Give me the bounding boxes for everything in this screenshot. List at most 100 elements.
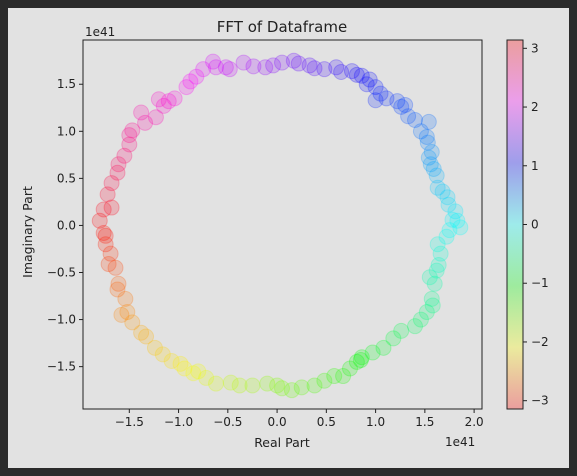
scatter-point	[306, 377, 323, 394]
scatter-point	[418, 304, 435, 321]
y-tick-label: −0.5	[47, 266, 76, 280]
scatter-point	[358, 76, 375, 93]
scatter-point	[439, 189, 456, 206]
scatter-point	[283, 382, 300, 399]
scatter-point	[420, 149, 437, 166]
y-axis-label: Imaginary Part	[20, 186, 35, 278]
x-axis-label: Real Part	[254, 435, 310, 450]
scatter-point	[99, 186, 116, 203]
scatter-point	[290, 55, 307, 72]
scatter-point	[407, 318, 424, 335]
scatter-point	[269, 377, 286, 394]
figure: FFT of Dataframe 1e41 1e41 Real Part Ima…	[8, 8, 569, 468]
scatter-point	[244, 377, 261, 394]
scatter-point	[205, 53, 222, 70]
colorbar-tick-label: −3	[531, 394, 549, 408]
scatter-point	[160, 93, 177, 110]
x-tick-label: −1.0	[164, 415, 193, 429]
scatter-point	[428, 262, 445, 279]
scatter-point	[119, 304, 136, 321]
scatter-point	[172, 355, 189, 372]
scatter-point	[124, 122, 141, 139]
scatter-point	[353, 349, 370, 366]
x-tick-label: 1.5	[415, 415, 434, 429]
scatter-point	[328, 59, 345, 76]
scatter-point	[438, 228, 455, 245]
scatter-point	[444, 211, 461, 228]
x-axis-ticks: −1.5 −1.0 −0.5 0.0 0.5 1.0 1.5 2.0	[115, 409, 484, 429]
scatter-point	[222, 374, 239, 391]
scatter-point	[133, 324, 150, 341]
y-tick-label: −1.5	[47, 360, 76, 374]
scatter-point	[440, 196, 457, 213]
scatter-point	[426, 275, 443, 292]
scatter-point	[361, 71, 378, 88]
scatter-point	[274, 380, 291, 397]
scatter-point	[385, 330, 402, 347]
x-tick-label: 0.0	[268, 415, 287, 429]
scatter-point	[393, 322, 410, 339]
scatter-point	[341, 360, 358, 377]
scatter-point	[166, 90, 183, 107]
scatter-point	[208, 375, 224, 392]
scatter-point	[95, 201, 112, 218]
scatter-point	[412, 123, 429, 140]
scatter-point	[257, 59, 274, 76]
scatter-point	[293, 379, 310, 396]
x-tick-label: 0.5	[317, 415, 336, 429]
scatter-point	[259, 375, 276, 392]
scatter-point	[107, 259, 124, 276]
scatter-point	[147, 109, 164, 126]
scatter-point	[150, 91, 167, 108]
scatter-point	[372, 85, 389, 102]
scatter-point	[146, 339, 163, 356]
scatter-point	[432, 245, 449, 262]
scatter-point	[423, 144, 440, 161]
colorbar-tick-label: −1	[531, 276, 549, 290]
scatter-point	[326, 368, 343, 385]
scatter-point	[97, 236, 114, 253]
x-tick-label: −1.5	[115, 415, 144, 429]
scatter-point	[285, 52, 302, 69]
scatter-point	[429, 236, 446, 253]
scatter-point	[190, 363, 207, 380]
scatter-point	[95, 224, 112, 241]
chart-title: FFT of Dataframe	[217, 18, 347, 36]
scatter-point	[110, 156, 127, 173]
scatter-point	[182, 73, 199, 90]
scatter-point	[100, 256, 117, 273]
scatter-point	[393, 98, 410, 115]
y-tick-label: −1.0	[47, 313, 76, 327]
scatter-point	[389, 93, 406, 110]
scatter-point	[400, 108, 417, 125]
scatter-point	[217, 59, 234, 76]
y-offset-label: 1e41	[85, 25, 115, 39]
scatter-point	[447, 203, 464, 220]
scatter-point	[418, 128, 435, 145]
scatter-point	[348, 66, 365, 83]
scatter-point	[434, 183, 451, 200]
scatter-point	[121, 127, 138, 144]
scatter-point	[163, 352, 180, 369]
scatter-point	[424, 297, 441, 314]
scatter-point	[378, 90, 395, 107]
scatter-point	[231, 377, 248, 394]
scatter-point	[155, 97, 172, 114]
y-tick-label: 0.0	[57, 218, 76, 232]
y-axis-ticks: −1.5 −1.0 −0.5 0.0 0.5 1.0 1.5	[47, 77, 83, 374]
scatter-point	[138, 328, 155, 345]
scatter-point	[103, 199, 120, 216]
scatter-point	[425, 160, 442, 177]
scatter-point	[245, 58, 262, 75]
scatter-point	[430, 256, 447, 273]
scatter-point	[407, 112, 424, 129]
scatter-point	[335, 368, 352, 385]
scatter-point	[91, 212, 108, 229]
scatter-points	[91, 52, 469, 399]
scatter-point	[188, 68, 205, 85]
scatter-point	[420, 113, 437, 130]
scatter-point	[154, 346, 171, 363]
scatter-point	[421, 269, 438, 286]
colorbar-tick-label: 3	[531, 41, 539, 55]
y-tick-label: 1.5	[57, 77, 76, 91]
